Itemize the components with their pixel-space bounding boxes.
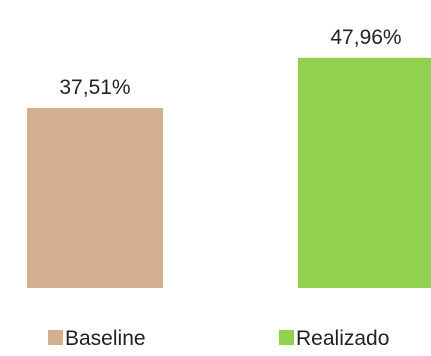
legend: Baseline Realizado bbox=[48, 327, 389, 350]
bar-baseline bbox=[27, 107, 163, 289]
legend-swatch-baseline bbox=[48, 330, 63, 345]
legend-label-baseline: Baseline bbox=[65, 327, 146, 350]
legend-swatch-realizado bbox=[279, 330, 294, 345]
data-label-baseline: 37,51% bbox=[59, 76, 130, 99]
bar-realizado bbox=[298, 57, 431, 289]
data-label-realizado: 47,96% bbox=[330, 26, 401, 49]
plot-area bbox=[27, 57, 431, 289]
data-labels: 37,51% 47,96% bbox=[59, 26, 401, 99]
legend-label-realizado: Realizado bbox=[296, 327, 389, 350]
